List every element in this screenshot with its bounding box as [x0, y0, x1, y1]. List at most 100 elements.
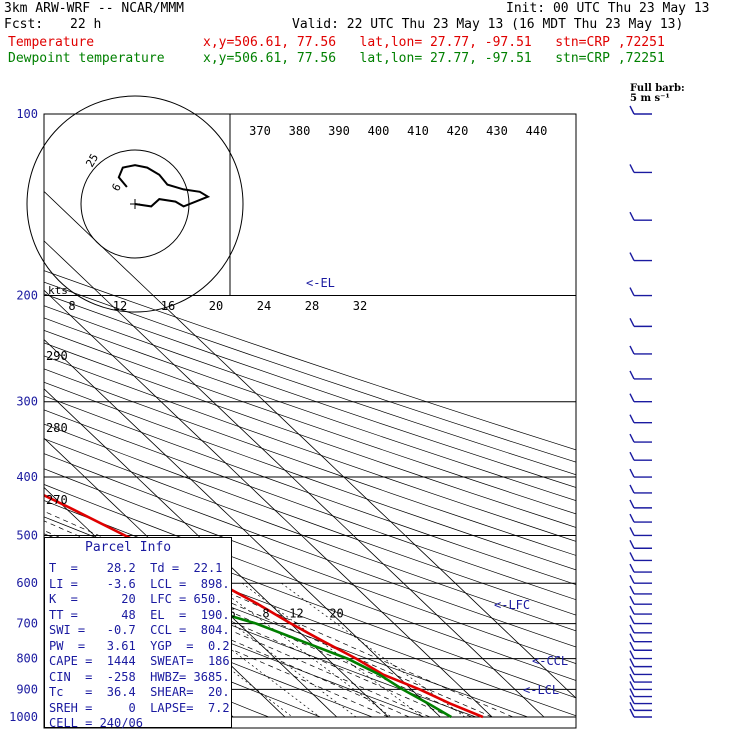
wind-barb-flag — [629, 527, 635, 536]
wind-barb-flag — [629, 658, 635, 667]
hodograph-speed-label: 8 — [68, 299, 75, 313]
dry-adiabat — [44, 409, 576, 601]
plot-frame — [43, 113, 577, 729]
wind-barb-flag — [629, 345, 635, 355]
hodograph-speed-label: 16 — [161, 299, 175, 313]
theta-label: 380 — [289, 124, 311, 138]
hodograph-speed-label: 28 — [305, 299, 319, 313]
wind-barb-flag — [629, 105, 635, 115]
theta-label: 390 — [328, 124, 350, 138]
pressure-tick-label: 300 — [16, 395, 38, 409]
level-marker: <-EL — [306, 276, 335, 290]
left-scale-label: 280 — [46, 421, 68, 435]
dry-adiabat — [44, 395, 576, 585]
pressure-tick-label: 400 — [16, 470, 38, 484]
wind-barb-flag — [629, 563, 635, 573]
pressure-tick-label: 900 — [16, 682, 38, 696]
dry-adiabat — [44, 329, 576, 515]
isotherm — [44, 240, 545, 718]
parcel-info-row: SREH = 0 LAPSE= 7.2 — [49, 700, 230, 715]
wind-barb-flag — [629, 595, 635, 605]
left-scale-label: 290 — [46, 349, 68, 363]
dry-adiabat — [44, 586, 373, 718]
pressure-tick-label: 700 — [16, 617, 38, 631]
dry-adiabat — [44, 484, 576, 681]
hodograph-speed-label: 12 — [113, 299, 127, 313]
temperature-legend: Temperature — [8, 35, 95, 50]
mixing-ratio-label: 5 — [229, 607, 236, 621]
wind-barb-flag — [629, 484, 635, 494]
wind-barb-flag — [629, 615, 635, 624]
wind-barb-flag — [629, 605, 635, 615]
wind-barb-flag — [629, 574, 635, 584]
moist-adiabat — [44, 568, 389, 718]
wind-barbs — [629, 105, 652, 718]
barb-key: Full barb: 5 m s⁻¹ — [630, 84, 702, 104]
parcel-info-box: Parcel Info T = 28.2 Td = 22.1 LI = -3.6 … — [44, 537, 232, 730]
isotherm — [44, 338, 441, 718]
left-scale-label: 270 — [46, 493, 68, 507]
temperature-location: x,y=506.61, 77.56 lat,lon= 27.77, -97.51… — [203, 35, 665, 50]
valid-time: Valid: 22 UTC Thu 23 May 13 (16 MDT Thu … — [292, 17, 684, 32]
wind-barb-flag — [629, 539, 635, 549]
wind-barb-flag — [629, 695, 635, 704]
dry-adiabat — [44, 381, 576, 571]
hodograph-speed-label: 32 — [353, 299, 367, 313]
dry-adiabat — [44, 293, 576, 476]
wind-barb-flag — [629, 252, 635, 261]
init-time: Init: 00 UTC Thu 23 May 13 — [506, 1, 710, 16]
parcel-info-row: CIN = -258 HWBZ= 3685. — [49, 669, 230, 684]
wind-barb-flag — [629, 499, 635, 509]
parcel-info-row: T = 28.2 Td = 22.1 — [49, 561, 223, 575]
dry-adiabat — [44, 468, 576, 664]
theta-label: 410 — [407, 124, 429, 138]
isotherm — [44, 190, 576, 699]
wind-barb-flag — [629, 585, 635, 595]
wind-barb-flag — [629, 468, 635, 478]
wind-barb-flag — [629, 393, 635, 403]
pressure-tick-label: 100 — [16, 107, 38, 121]
hodograph-ring-label: 25 — [83, 152, 101, 170]
dry-adiabat — [44, 305, 576, 488]
dry-adiabat — [44, 423, 576, 616]
parcel-info-title: Parcel Info — [85, 540, 172, 555]
wind-barb-flag — [629, 633, 635, 642]
wind-barb-flag — [629, 318, 635, 327]
mixing-ratio-label: 12 — [289, 607, 303, 621]
dry-adiabat — [44, 438, 576, 632]
dewpoint-legend: Dewpoint temperature — [8, 51, 165, 66]
wind-barb-flag — [629, 287, 635, 296]
pressure-tick-label: 500 — [16, 528, 38, 542]
wind-barb-flag — [629, 414, 635, 423]
forecast-hours: 22 h — [70, 17, 102, 32]
parcel-info-row: TT = 48 EL = 190. — [49, 607, 230, 622]
theta-label: 400 — [368, 124, 390, 138]
theta-label: 430 — [486, 124, 508, 138]
pressure-tick-label: 800 — [16, 652, 38, 666]
theta-label: 370 — [249, 124, 271, 138]
parcel-info-row: PW = 3.61 YGP = 0.2 — [49, 638, 230, 653]
wind-barb-flag — [629, 624, 635, 634]
pressure-tick-label: 1000 — [9, 710, 38, 724]
mixing-ratio-label: 8 — [262, 607, 269, 621]
wind-barb-flag — [629, 370, 635, 380]
wind-barb-flag — [629, 164, 635, 173]
wind-barb-flag — [629, 552, 635, 561]
pressure-tick-label: 200 — [16, 289, 38, 303]
wind-barb-flag — [629, 673, 635, 683]
parcel-info-row: K = 20 LFC = 650. — [49, 592, 223, 606]
axis-labels: 100 200 300 400 500 600 700 800 900 1000 370 380 390… — [9, 107, 568, 724]
barb-key-line2: 5 m s⁻¹ — [630, 93, 670, 104]
wind-barb-flag — [629, 513, 635, 523]
wind-barb-flag — [629, 708, 635, 718]
wind-barb-flag — [629, 451, 635, 461]
dry-adiabat — [44, 270, 576, 451]
level-marker: <-LCL — [523, 683, 559, 697]
parcel-info-row: CAPE = 1444 SWEAT= 186 — [49, 654, 230, 668]
mixing-ratio-label: 20 — [329, 607, 343, 621]
wind-barb-flag — [629, 666, 635, 675]
plot-header: 3km ARW-WRF -- NCAR/MMM Init: 00 UTC Thu… — [0, 0, 740, 70]
dry-adiabat — [44, 453, 576, 648]
parcel-info-row: SWI = -0.7 CCL = 804. — [49, 623, 230, 637]
